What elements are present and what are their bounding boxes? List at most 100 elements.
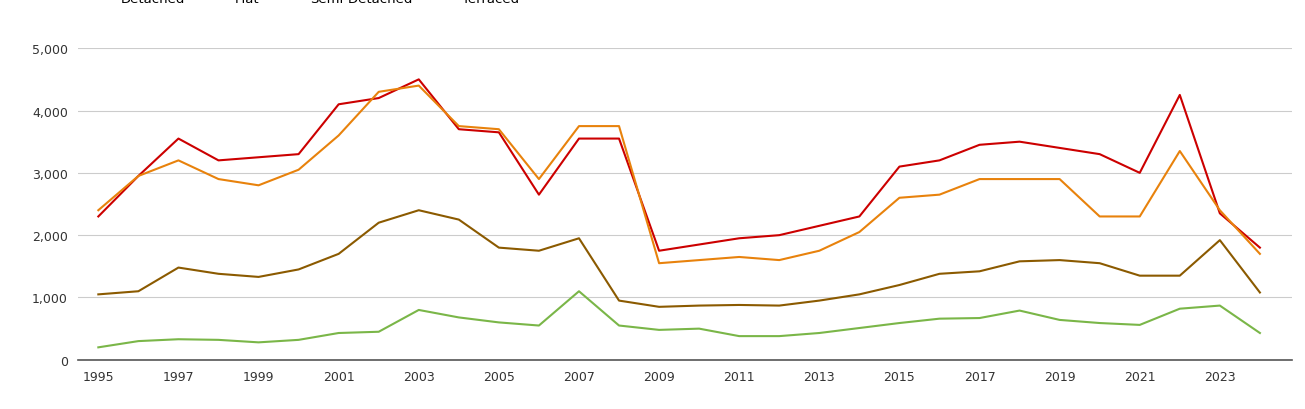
Line: Terraced: Terraced [98,211,1259,307]
Semi-Detached [1092,214,1108,219]
Semi-Detached [891,196,907,201]
Terraced [1251,290,1267,295]
Detached [852,214,868,219]
Detached [771,233,787,238]
Detached [130,174,146,179]
Flat [1172,306,1188,311]
Semi-Detached [1131,214,1147,219]
Flat [171,337,187,342]
Semi-Detached [731,255,746,260]
Terraced [291,267,307,272]
Flat [692,326,707,331]
Detached [1052,146,1067,151]
Semi-Detached [1172,149,1188,154]
Detached [891,165,907,170]
Terraced [90,292,106,297]
Flat [1251,331,1267,336]
Detached [972,143,988,148]
Detached [371,97,386,101]
Semi-Detached [651,261,667,266]
Flat [371,330,386,335]
Flat [611,323,626,328]
Semi-Detached [411,84,427,89]
Flat [210,337,226,342]
Flat [1092,321,1108,326]
Detached [452,128,467,133]
Terraced [531,249,547,254]
Terraced [1212,238,1228,243]
Line: Detached: Detached [98,80,1259,251]
Detached [1172,93,1188,98]
Semi-Detached [1052,177,1067,182]
Terraced [572,236,587,241]
Semi-Detached [90,208,106,213]
Semi-Detached [452,124,467,129]
Detached [812,224,827,229]
Detached [611,137,626,142]
Flat [491,320,506,325]
Detached [291,152,307,157]
Semi-Detached [972,177,988,182]
Terraced [771,303,787,308]
Line: Flat: Flat [98,292,1259,348]
Line: Semi-Detached: Semi-Detached [98,86,1259,263]
Semi-Detached [771,258,787,263]
Flat [331,331,347,336]
Detached [651,249,667,254]
Semi-Detached [852,230,868,235]
Semi-Detached [371,90,386,95]
Flat [411,308,427,312]
Flat [852,326,868,330]
Semi-Detached [1212,208,1228,213]
Flat [90,345,106,350]
Terraced [972,269,988,274]
Semi-Detached [210,177,226,182]
Detached [1212,211,1228,216]
Terraced [731,303,746,308]
Semi-Detached [491,128,506,133]
Terraced [1131,274,1147,279]
Semi-Detached [331,134,347,139]
Terraced [611,299,626,303]
Detached [1131,171,1147,176]
Detached [1092,152,1108,157]
Detached [491,130,506,135]
Flat [1212,303,1228,308]
Terraced [1052,258,1067,263]
Semi-Detached [692,258,707,263]
Semi-Detached [611,124,626,129]
Detached [572,137,587,142]
Flat [932,317,947,321]
Flat [1052,318,1067,323]
Detached [932,159,947,164]
Flat [651,328,667,333]
Terraced [692,303,707,308]
Detached [1011,140,1027,145]
Terraced [932,272,947,276]
Flat [1011,308,1027,313]
Detached [1251,245,1267,250]
Semi-Detached [572,124,587,129]
Semi-Detached [1251,252,1267,257]
Flat [452,315,467,320]
Terraced [251,275,266,280]
Semi-Detached [932,193,947,198]
Flat [1131,323,1147,328]
Flat [731,334,746,339]
Detached [90,214,106,219]
Detached [210,159,226,164]
Flat [291,337,307,342]
Detached [531,193,547,198]
Detached [731,236,746,241]
Detached [411,78,427,83]
Terraced [452,218,467,222]
Flat [812,331,827,336]
Detached [251,155,266,160]
Terraced [651,305,667,310]
Flat [251,340,266,345]
Semi-Detached [291,168,307,173]
Terraced [130,289,146,294]
Terraced [210,272,226,276]
Terraced [491,245,506,250]
Terraced [1092,261,1108,266]
